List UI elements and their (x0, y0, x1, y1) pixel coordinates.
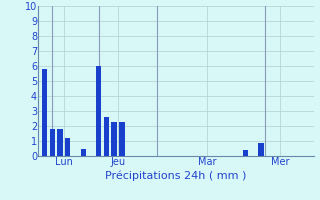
X-axis label: Précipitations 24h ( mm ): Précipitations 24h ( mm ) (105, 170, 247, 181)
Bar (81, 148, 86, 156)
Bar (96, 66, 101, 156)
Bar (65, 138, 70, 156)
Bar (258, 142, 264, 156)
Bar (119, 121, 124, 156)
Bar (50, 129, 55, 156)
Bar (111, 121, 117, 156)
Bar (104, 117, 109, 156)
Bar (243, 150, 248, 156)
Bar (57, 129, 63, 156)
Bar (42, 69, 47, 156)
